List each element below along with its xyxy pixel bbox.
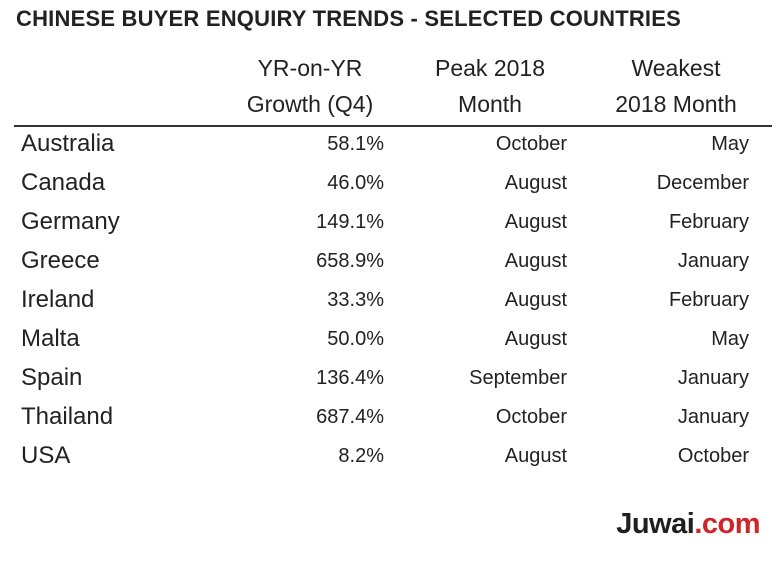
country-cell: USA (21, 442, 71, 469)
chart-title: CHINESE BUYER ENQUIRY TRENDS - SELECTED … (16, 6, 681, 31)
table-row: Ireland 33.3% August February (0, 282, 782, 321)
country-cell: Canada (21, 169, 106, 196)
weakest-month-cell: December (656, 172, 749, 194)
table-row: USA 8.2% August October (0, 438, 782, 477)
column-header-growth-line2: Growth (Q4) (246, 91, 374, 117)
table-row: Malta 50.0% August May (0, 321, 782, 360)
column-header-weakest-line1: Weakest (631, 55, 721, 81)
country-cell: Greece (21, 247, 100, 274)
logo-name: Juwai (616, 508, 695, 540)
peak-month-cell: August (504, 328, 567, 350)
weakest-month-cell: October (677, 445, 749, 467)
logo-tld: .com (694, 508, 760, 540)
growth-cell: 46.0% (327, 172, 384, 194)
growth-cell: 149.1% (316, 211, 384, 233)
juwai-logo: Juwai.com (616, 508, 760, 541)
peak-month-cell: August (504, 250, 567, 272)
table-row: Germany 149.1% August February (0, 204, 782, 243)
growth-cell: 8.2% (338, 445, 384, 467)
country-cell: Spain (21, 364, 83, 391)
country-cell: Australia (21, 130, 115, 157)
column-header-weakest-line2: 2018 Month (615, 91, 737, 117)
column-header-growth: YR-on-YR Growth (Q4) (230, 50, 390, 122)
header-divider (14, 125, 772, 127)
weakest-month-cell: February (668, 211, 749, 233)
growth-cell: 687.4% (316, 406, 384, 428)
table-row: Spain 136.4% September January (0, 360, 782, 399)
country-cell: Thailand (21, 403, 114, 430)
table-row: Greece 658.9% August January (0, 243, 782, 282)
country-cell: Malta (21, 325, 80, 352)
weakest-month-cell: May (711, 328, 749, 350)
weakest-month-cell: May (711, 133, 749, 155)
table-row: Canada 46.0% August December (0, 165, 782, 204)
column-header-peak-line1: Peak 2018 (435, 55, 545, 81)
peak-month-cell: October (495, 133, 567, 155)
weakest-month-cell: January (677, 367, 749, 389)
growth-cell: 136.4% (316, 367, 384, 389)
weakest-month-cell: January (677, 250, 749, 272)
country-cell: Ireland (21, 286, 95, 313)
column-header-weakest-month: Weakest 2018 Month (597, 50, 755, 122)
peak-month-cell: September (469, 367, 567, 389)
peak-month-cell: August (504, 445, 567, 467)
column-header-peak-month: Peak 2018 Month (415, 50, 565, 122)
growth-cell: 50.0% (327, 328, 384, 350)
column-header-peak-line2: Month (458, 91, 522, 117)
table-row: Thailand 687.4% October January (0, 399, 782, 438)
peak-month-cell: October (495, 406, 567, 428)
weakest-month-cell: January (677, 406, 749, 428)
table-row: Australia 58.1% October May (0, 126, 782, 165)
growth-cell: 658.9% (316, 250, 384, 272)
growth-cell: 33.3% (327, 289, 384, 311)
column-header-growth-line1: YR-on-YR (257, 55, 363, 81)
peak-month-cell: August (504, 172, 567, 194)
peak-month-cell: August (504, 211, 567, 233)
weakest-month-cell: February (668, 289, 749, 311)
growth-cell: 58.1% (327, 133, 384, 155)
peak-month-cell: August (504, 289, 567, 311)
country-cell: Germany (21, 208, 120, 235)
table-body: Australia 58.1% October May Canada 46.0%… (0, 126, 782, 477)
